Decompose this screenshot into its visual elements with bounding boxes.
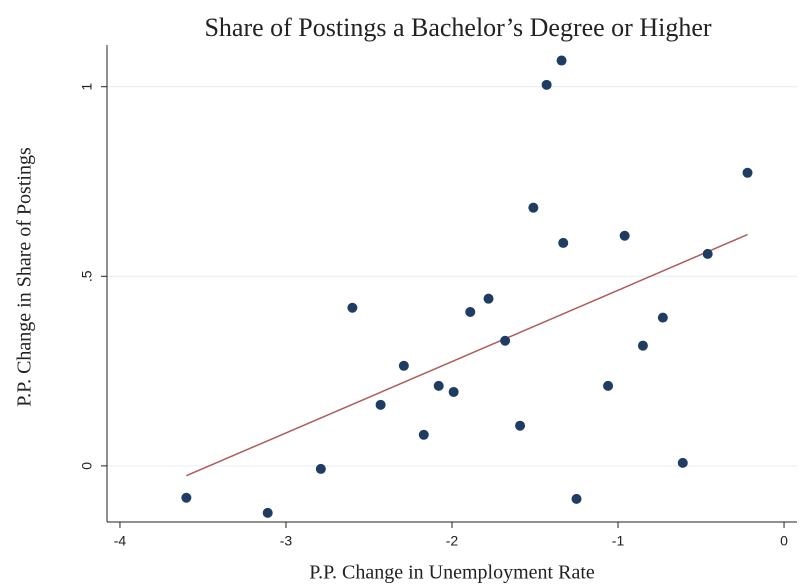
point	[619, 230, 630, 241]
point	[702, 248, 713, 259]
point	[541, 79, 552, 90]
y-axis-label: P.P. Change in Share of Postings	[14, 147, 36, 407]
point	[556, 55, 567, 66]
point	[603, 380, 614, 391]
point	[347, 302, 358, 313]
point	[515, 420, 526, 431]
point	[571, 493, 582, 504]
x-tick-label: -1	[612, 533, 625, 549]
point	[315, 463, 326, 474]
point	[465, 306, 476, 317]
point	[483, 293, 494, 304]
point	[657, 312, 668, 323]
point	[742, 167, 753, 178]
point	[528, 202, 539, 213]
x-axis-label: P.P. Change in Unemployment Rate	[309, 562, 595, 584]
point	[181, 492, 192, 503]
point	[418, 429, 429, 440]
fit-line	[186, 233, 748, 477]
x-tick-label: 0	[780, 533, 788, 549]
point	[398, 360, 409, 371]
point	[677, 457, 688, 468]
y-tick-label: .5	[79, 270, 95, 282]
point	[375, 399, 386, 410]
y-tick-label: 1	[79, 83, 95, 91]
point	[500, 335, 511, 346]
y-tick-label: 0	[79, 462, 95, 470]
chart-title: Share of Postings a Bachelor’s Degree or…	[204, 13, 711, 42]
point	[558, 237, 569, 248]
point	[448, 386, 459, 397]
point	[637, 340, 648, 351]
x-tick-label: -3	[280, 533, 293, 549]
x-tick-label: -4	[114, 533, 127, 549]
point	[262, 507, 273, 518]
point	[433, 380, 444, 391]
x-tick-label: -2	[446, 533, 459, 549]
